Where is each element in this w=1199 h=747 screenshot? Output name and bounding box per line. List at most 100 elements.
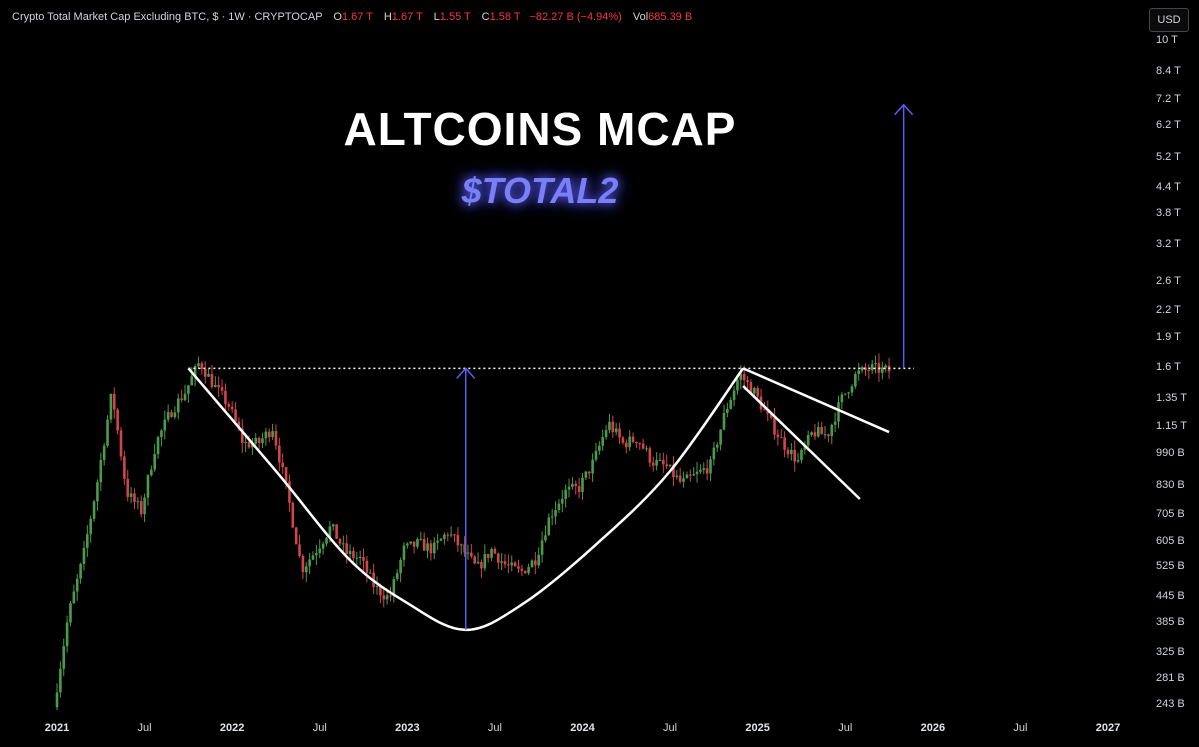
candle-body [544,535,547,541]
candle-body [857,370,861,374]
candle-body [766,409,770,414]
candle-body [264,431,268,439]
candle-body [793,449,797,462]
time-axis-tick: Jul [137,722,152,734]
currency-button[interactable]: USD [1149,8,1189,32]
candle-body [564,489,567,499]
candle-body [234,409,237,422]
time-axis-tick: 2027 [1095,722,1121,734]
candle-body [55,692,59,708]
candle-body [587,471,591,474]
candle-body [719,429,722,445]
symbol-description[interactable]: Crypto Total Market Cap Excluding BTC, $… [12,11,323,23]
candle-body [298,544,301,556]
candle-body [739,373,743,380]
candle-body [139,501,143,515]
price-axis-tick: 830 B [1156,478,1185,491]
candle-body [375,586,379,588]
candle-body [756,387,759,397]
candle-body [385,595,389,600]
price-axis-tick: 1.9 T [1156,330,1181,343]
candle-body [729,399,733,409]
target-arrow-head [894,103,914,116]
candle-body [342,543,345,545]
candle-body [594,450,598,460]
price-axis-tick: 2.6 T [1156,274,1181,287]
price-axis-tick: 5.2 T [1156,150,1181,163]
candle-body [446,534,450,536]
candle-body [699,469,702,472]
time-axis-tick: 2023 [395,722,420,734]
candle-body [294,527,298,545]
candle-body [628,436,631,448]
candle-body [749,381,753,394]
candle-body [395,573,399,580]
candle-body [641,443,645,449]
candle-body [116,409,119,431]
candle-body [443,534,446,539]
candle-body [520,568,524,571]
candle-body [530,560,534,568]
candle-body [722,412,726,430]
candle-body [847,392,850,394]
candle-body [604,430,608,438]
overlay-subtitle: $TOTAL2 [461,170,619,211]
time-axis-tick: 2025 [745,722,770,734]
candle-body [133,493,136,503]
candle-body [193,366,197,377]
candle-body [668,464,672,467]
candle-body [96,482,99,502]
candle-body [537,554,541,566]
candle-body [436,540,439,543]
candle-body [173,412,177,418]
close-label: C [481,11,490,23]
price-axis-tick: 385 B [1156,615,1185,628]
flag-lower-line [742,385,861,500]
candle-body [496,553,500,563]
candle-body [601,437,605,446]
candle-body [574,483,578,487]
candle-body [685,474,689,479]
candle-body [817,427,820,437]
candle-body [874,363,877,365]
candle-body [227,404,231,407]
candle-body [598,445,601,451]
candle-body [705,468,709,474]
candle-body [59,668,62,693]
candle-body [106,419,109,446]
candle-body [540,540,544,555]
candle-body [790,449,793,455]
time-axis-tick: Jul [838,722,853,734]
candle-body [409,541,413,544]
candle-body [678,475,682,482]
candle-body [507,564,510,566]
candle-body [662,459,665,465]
candle-body [840,394,844,403]
candle-body [550,516,554,518]
candle-body [557,503,561,510]
price-axis-tick: 10 T [1156,34,1178,46]
time-axis-tick: Jul [312,722,327,734]
candle-body [389,595,392,597]
candle-body [291,502,295,528]
candle-body [345,543,348,554]
high-value: 1.67 T [391,11,423,23]
candle-body [648,448,652,463]
candle-body [166,412,170,420]
candle-body [412,541,416,547]
candle-body [466,552,470,554]
candle-body [806,435,810,446]
time-axis-tick: Jul [663,722,678,734]
candle-body [355,557,359,559]
candle-body [651,462,655,466]
candle-body [591,459,594,474]
candle-body [112,393,116,410]
candle-body [102,445,106,461]
candle-body [483,553,487,569]
candle-body [308,559,311,567]
candle-body [224,390,227,405]
candle-body [810,432,813,436]
candle-body [203,368,207,377]
candle-body [392,579,396,596]
